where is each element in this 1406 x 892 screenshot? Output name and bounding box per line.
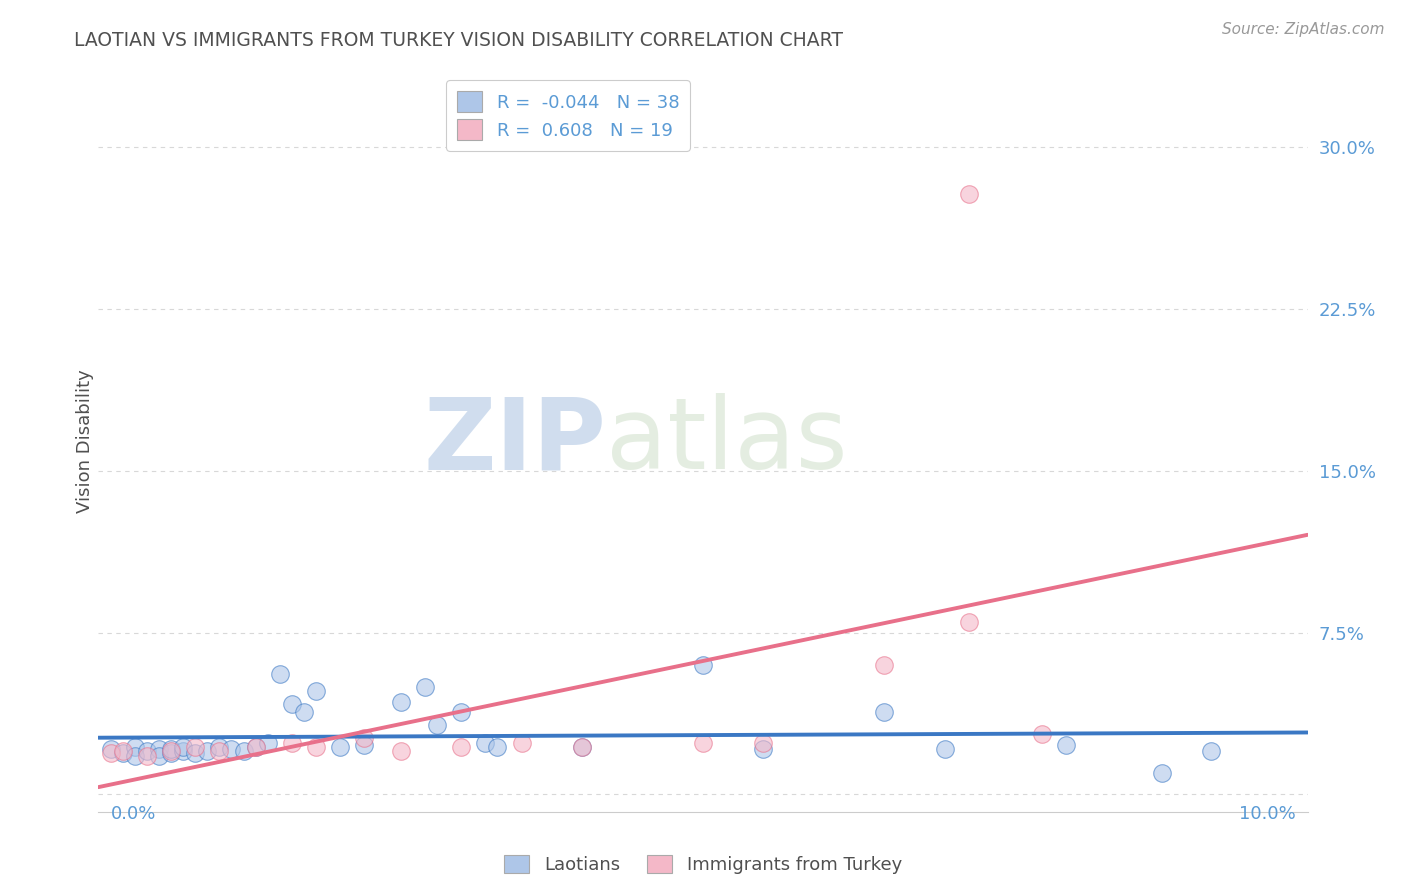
Point [124, 739, 146, 754]
Point [195, 744, 218, 758]
Point [245, 739, 267, 754]
Point [957, 615, 980, 629]
Point [934, 742, 956, 756]
Point [208, 739, 231, 754]
Point [413, 680, 436, 694]
Point [692, 657, 714, 672]
Point [100, 742, 122, 756]
Point [232, 744, 254, 758]
Point [752, 742, 775, 756]
Point [1031, 727, 1053, 741]
Point [957, 187, 980, 202]
Point [281, 697, 304, 711]
Point [692, 736, 714, 750]
Point [281, 736, 304, 750]
Point [305, 683, 328, 698]
Legend: Laotians, Immigrants from Turkey: Laotians, Immigrants from Turkey [503, 855, 903, 874]
Point [111, 744, 134, 758]
Text: 0.0%: 0.0% [111, 805, 156, 822]
Point [124, 748, 146, 763]
Point [450, 706, 472, 720]
Point [1199, 744, 1222, 758]
Text: LAOTIAN VS IMMIGRANTS FROM TURKEY VISION DISABILITY CORRELATION CHART: LAOTIAN VS IMMIGRANTS FROM TURKEY VISION… [75, 31, 844, 50]
Text: ZIP: ZIP [423, 393, 606, 490]
Point [172, 744, 194, 758]
Text: atlas: atlas [606, 393, 848, 490]
Point [389, 695, 412, 709]
Point [873, 706, 896, 720]
Point [135, 744, 157, 758]
Point [111, 747, 134, 761]
Point [353, 738, 375, 752]
Point [329, 739, 352, 754]
Point [245, 739, 267, 754]
Point [269, 666, 291, 681]
Point [426, 718, 449, 732]
Point [160, 742, 183, 756]
Point [208, 744, 231, 758]
Legend: R =  -0.044   N = 38, R =  0.608   N = 19: R = -0.044 N = 38, R = 0.608 N = 19 [446, 80, 690, 151]
Point [486, 739, 509, 754]
Point [184, 739, 207, 754]
Point [1054, 738, 1077, 752]
Point [172, 739, 194, 754]
Point [292, 706, 315, 720]
Point [389, 744, 412, 758]
Point [474, 736, 496, 750]
Point [873, 657, 896, 672]
Text: 10.0%: 10.0% [1239, 805, 1295, 822]
Point [571, 739, 593, 754]
Point [450, 739, 472, 754]
Point [148, 742, 170, 756]
Point [256, 736, 278, 750]
Point [221, 742, 243, 756]
Point [1152, 765, 1174, 780]
Point [752, 736, 775, 750]
Point [571, 739, 593, 754]
Point [160, 744, 183, 758]
Point [148, 748, 170, 763]
Point [160, 747, 183, 761]
Point [353, 731, 375, 746]
Point [184, 747, 207, 761]
Y-axis label: Vision Disability: Vision Disability [76, 369, 94, 514]
Text: Source: ZipAtlas.com: Source: ZipAtlas.com [1222, 22, 1385, 37]
Point [510, 736, 533, 750]
Point [135, 748, 157, 763]
Point [305, 739, 328, 754]
Point [100, 747, 122, 761]
